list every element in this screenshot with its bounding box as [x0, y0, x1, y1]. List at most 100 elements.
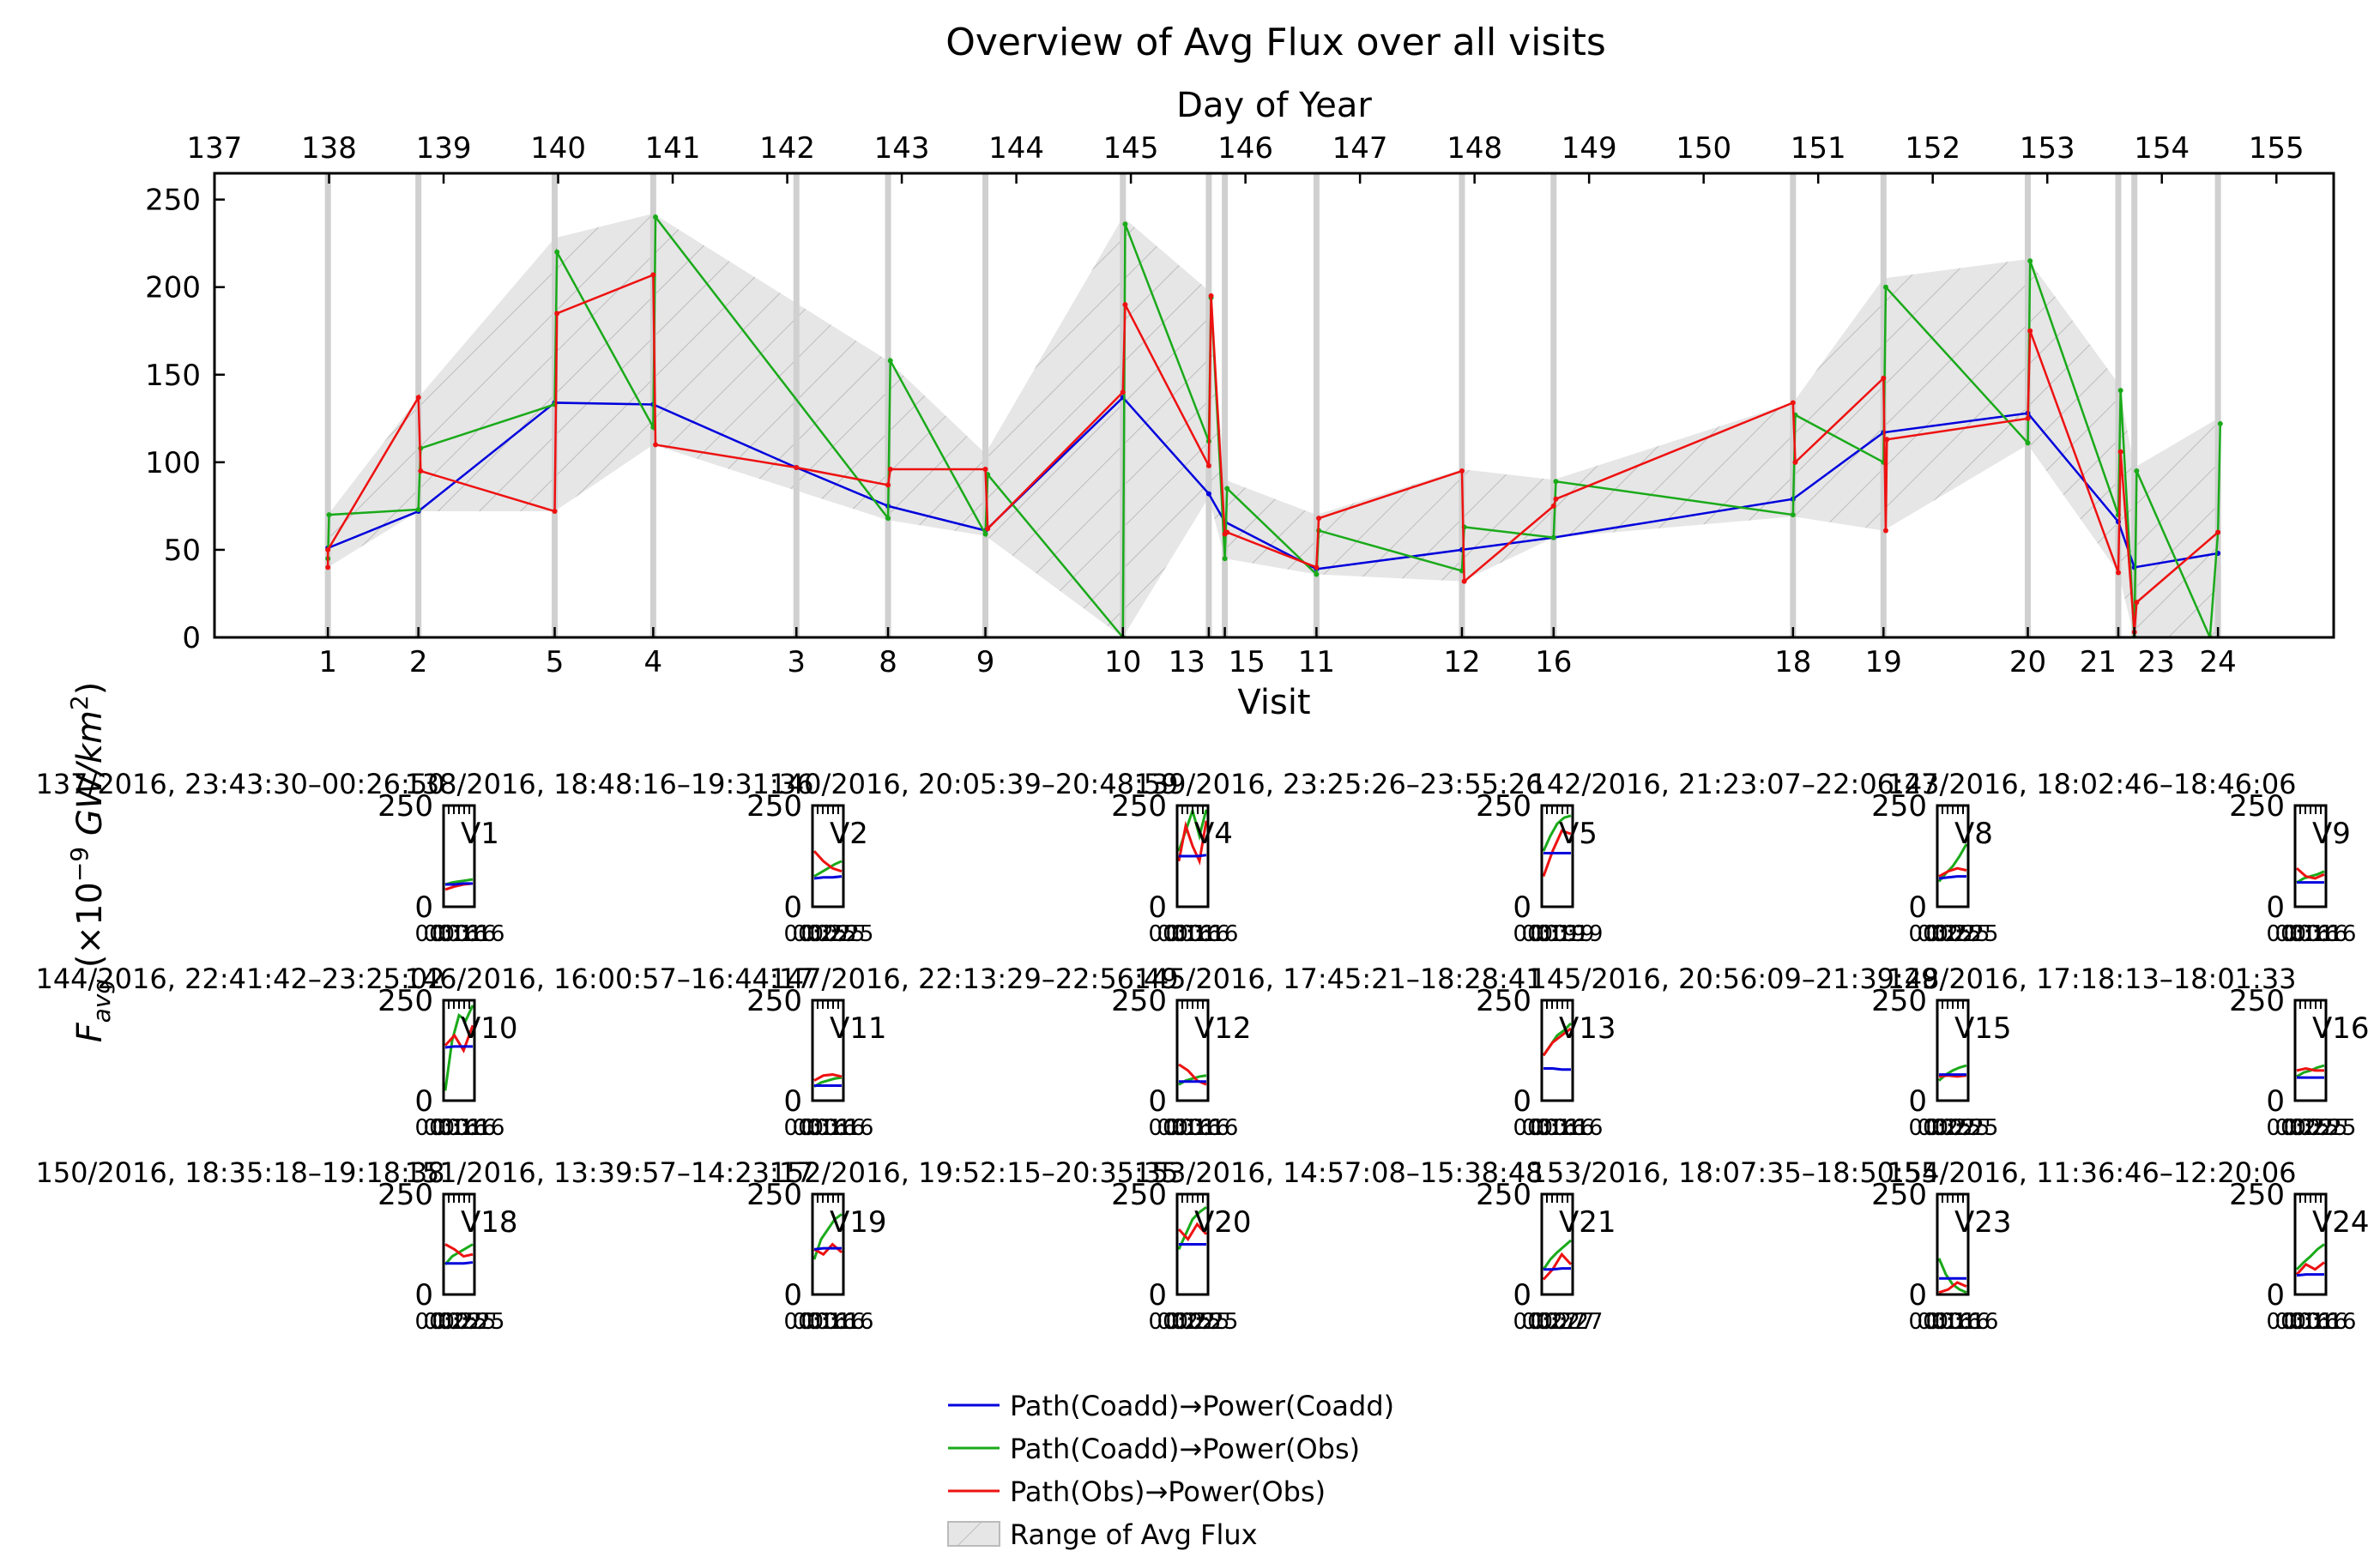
subplot-xtick-label: 00:16 — [801, 1309, 866, 1335]
subplot-title: 146/2016, 16:00:57–16:44:17 — [404, 963, 813, 995]
subplot-visit-label: V4 — [1194, 817, 1233, 851]
visit-tick-label: 21 — [2080, 645, 2117, 679]
series-1-point — [1224, 486, 1230, 492]
figure-title: Overview of Avg Flux over all visits — [945, 21, 1606, 64]
y-tick-label: 50 — [164, 534, 201, 568]
subplot-ytick-bottom: 0 — [414, 1084, 433, 1119]
y-ticks-layer: 0 50 100 150 200 250 — [145, 184, 225, 655]
visit-tick-label: 5 — [546, 645, 565, 679]
subplot-title: 145/2016, 20:56:09–21:39:29 — [1529, 963, 1938, 995]
subplot-xtick-label: 00:16 — [1157, 1115, 1222, 1141]
subplot-red-line — [812, 850, 843, 873]
subplot-ytick-top: 250 — [746, 1178, 802, 1212]
subplot-xtick-label: 00:25 — [1935, 1115, 1999, 1141]
subplot-ytick-bottom: 0 — [2266, 890, 2285, 925]
subplot-ytick-bottom: 0 — [1148, 890, 1167, 925]
series-2-point — [885, 482, 891, 488]
subplot-xtick-label: 00:16 — [2284, 1309, 2348, 1335]
subplot-V13: 145/2016, 17:45:21–18:28:412500V1300:160… — [1133, 963, 1616, 1141]
visit-tick-label: 19 — [1865, 645, 1902, 679]
series-1-point — [554, 249, 560, 255]
series-2-point — [1790, 400, 1796, 406]
subplot-title: 154/2016, 11:36:46–12:20:06 — [1887, 1156, 2296, 1189]
visit-tick-label: 3 — [787, 645, 806, 679]
series-2-point — [982, 467, 988, 473]
subplot-visit-label: V10 — [461, 1011, 518, 1046]
subplot-xtick-label: 00:16 — [2267, 1309, 2331, 1335]
subplot-title: 152/2016, 19:52:15–20:35:35 — [769, 1156, 1178, 1189]
subplot-title: 137/2016, 23:43:30–00:26:50 — [35, 768, 444, 800]
subplot-red-line — [1177, 820, 1208, 866]
subplot-V23: 153/2016, 18:07:35–18:50:552500V2300:160… — [1529, 1156, 2011, 1335]
subplot-xtick-label: 00:16 — [793, 1115, 857, 1141]
subplot-bg — [2295, 1194, 2326, 1295]
subplot-xtick-label: 00:16 — [1175, 1115, 1239, 1141]
series-1-point — [2117, 388, 2123, 394]
series-2-point — [1553, 496, 1559, 502]
series-2-point — [325, 546, 331, 552]
series-layer — [325, 214, 2223, 637]
series-2-point — [1122, 302, 1128, 308]
subplot-xtick-label: 00:16 — [810, 1309, 874, 1335]
subplot-green-line — [1542, 1239, 1572, 1270]
subplot-xtick-label: 00:25 — [810, 921, 874, 947]
series-2-point — [1459, 468, 1465, 474]
series-1-point — [1122, 221, 1128, 227]
subplot-title: 138/2016, 18:48:16–19:31:36 — [404, 768, 813, 800]
subplot-xtick-label: 00:25 — [1918, 1115, 1982, 1141]
subplot-xtick-label: 00:25 — [801, 921, 866, 947]
subplot-V15: 145/2016, 20:56:09–21:39:292500V1500:250… — [1529, 963, 2011, 1141]
subplot-ytick-bottom: 0 — [2266, 1278, 2285, 1313]
subplot-xtick-label: 00:27 — [1513, 1309, 1578, 1335]
subplot-xtick-label: 00:16 — [801, 1115, 866, 1141]
series-2-point — [2115, 570, 2121, 576]
subplot-xtick-label: 00:25 — [2267, 1115, 2331, 1141]
visit-tick-label: 4 — [644, 645, 663, 679]
subplot-title: 147/2016, 22:13:29–22:56:49 — [769, 963, 1178, 995]
subplot-ytick-bottom: 0 — [414, 890, 433, 925]
visit-tick-label: 12 — [1443, 645, 1480, 679]
subplot-ytick-bottom: 0 — [1908, 890, 1927, 925]
visit-tick-label: 9 — [976, 645, 995, 679]
subplot-visit-label: V8 — [1954, 817, 1993, 851]
subplots-layer: 137/2016, 23:43:30–00:26:502500V100:1600… — [35, 768, 2369, 1335]
subplot-red-line — [1938, 1281, 1967, 1295]
subplot-ytick-top: 250 — [1871, 984, 1927, 1018]
subplot-xtick-label: 00:16 — [424, 921, 488, 947]
subplot-red-line — [2295, 1261, 2325, 1276]
subplot-xtick-label: 00:16 — [1166, 921, 1230, 947]
subplot-ytick-bottom: 0 — [1513, 1278, 1531, 1313]
doy-tick-label: 155 — [2249, 131, 2304, 166]
subplot-title: 142/2016, 21:23:07–22:06:27 — [1529, 768, 1938, 800]
subplot-title: 145/2016, 17:45:21–18:28:41 — [1133, 963, 1543, 995]
series-2-point — [1205, 462, 1211, 468]
subplot-ytick-bottom: 0 — [1148, 1278, 1167, 1313]
range-band-layer — [328, 213, 2219, 637]
subplot-visit-label: V1 — [461, 817, 499, 851]
subplot-blue-line — [813, 875, 843, 880]
subplot-xtick-label: 00:16 — [784, 1115, 849, 1141]
subplot-xtick-label: 00:25 — [1166, 1309, 1230, 1335]
legend-label-range: Range of Avg Flux — [1010, 1518, 1258, 1551]
legend-label-coadd-obs: Path(Coadd)→Power(Obs) — [1010, 1433, 1360, 1465]
doy-tick-label: 150 — [1676, 131, 1731, 166]
subplot-ytick-bottom: 0 — [414, 1278, 433, 1313]
subplot-xtick-label: 00:25 — [1926, 1115, 1990, 1141]
ylabel-sup2: 2 — [65, 695, 94, 710]
subplot-V20: 152/2016, 19:52:15–20:35:352500V2000:250… — [769, 1156, 1251, 1335]
series-2-point — [1120, 389, 1126, 395]
subplot-xtick-label: 00:16 — [793, 1309, 857, 1335]
series-2-point — [325, 564, 331, 570]
subplot-red-line — [1542, 1252, 1573, 1281]
subplot-xtick-label: 00:16 — [1531, 1115, 1595, 1141]
subplot-xtick-label: 00:16 — [441, 1115, 505, 1141]
subplot-V12: 147/2016, 22:13:29–22:56:492500V1200:160… — [769, 963, 1251, 1141]
series-2-point — [2134, 600, 2140, 606]
series-2-point — [1882, 528, 1888, 534]
series-2-point — [653, 442, 659, 448]
doy-tick-label: 147 — [1332, 131, 1388, 166]
